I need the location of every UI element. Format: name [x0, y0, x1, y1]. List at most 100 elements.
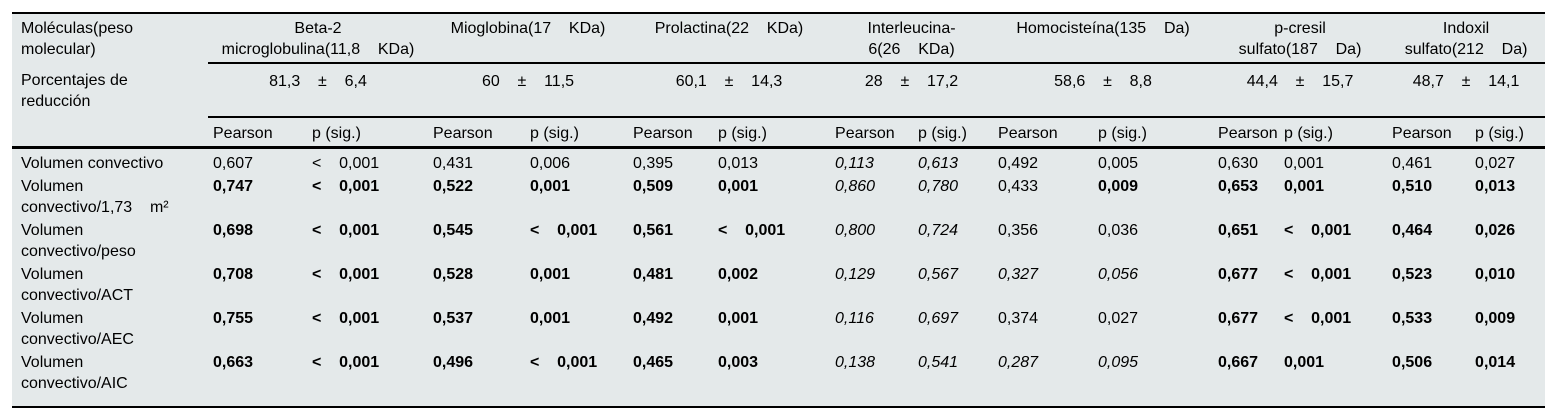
reduction-value-interleucina6: 28 ± 17,2 — [830, 63, 994, 118]
psig-header: p (sig.) — [1093, 117, 1214, 149]
value-cell: 0,010 — [1475, 266, 1516, 283]
correlation-table: Moléculas(peso molecular) Beta-2 microgl… — [12, 12, 1546, 408]
reduction-row: Porcentajes de reducción 81,3 ± 6,4 60 ±… — [12, 63, 1546, 118]
molecule-header-pcresil: p-cresil sulfato(187 Da) — [1213, 14, 1388, 64]
value-cell: 0,724 — [918, 222, 959, 239]
table-row: Volumen convectivo/AEC 0,755 < 0,001 0,537 0… — [12, 306, 1545, 350]
pearson-header: Pearson — [208, 117, 307, 149]
reduction-value-prolactina: 60,1 ± 14,3 — [628, 63, 831, 118]
value-cell: 0,027 — [1475, 155, 1516, 172]
reduction-value-homocisteina: 58,6 ± 8,8 — [993, 63, 1214, 118]
value-cell: 0,003 — [718, 354, 759, 371]
pearson-header: Pearson — [993, 117, 1094, 149]
value-cell: < 0,001 — [718, 222, 786, 239]
value-cell: 0,522 — [433, 178, 474, 195]
molecule-header-row: Moléculas(peso molecular) Beta-2 microgl… — [12, 14, 1546, 64]
value-cell: 0,431 — [433, 155, 474, 172]
value-cell: < 0,001 — [530, 354, 598, 371]
value-cell: 0,129 — [835, 266, 876, 283]
value-cell: 0,506 — [1392, 354, 1433, 371]
table-row: Volumen convectivo/AIC 0,663 < 0,001 0,496 <… — [12, 350, 1545, 406]
pearson-header: Pearson — [1213, 117, 1280, 149]
value-cell: 0,860 — [835, 178, 876, 195]
value-cell: 0,001 — [1284, 354, 1325, 371]
table-body: Volumen convectivo 0,607 < 0,001 0,431 0,006… — [12, 148, 1545, 407]
value-cell: 0,465 — [633, 354, 674, 371]
value-cell: 0,677 — [1218, 266, 1259, 283]
psig-header: p (sig.) — [525, 117, 628, 149]
subheader-spacer — [12, 117, 208, 149]
value-cell: 0,561 — [633, 222, 674, 239]
value-cell: 0,464 — [1392, 222, 1433, 239]
pearson-header: Pearson — [1387, 117, 1471, 149]
value-cell: 0,567 — [918, 266, 959, 283]
molecule-header-indoxil: Indoxil sulfato(212 Da) — [1387, 14, 1546, 64]
value-cell: < 0,001 — [312, 310, 380, 327]
value-cell: 0,001 — [718, 310, 759, 327]
value-cell: 0,653 — [1218, 178, 1259, 195]
value-cell: 0,001 — [530, 178, 571, 195]
value-cell: 0,027 — [1098, 310, 1139, 327]
value-cell: < 0,001 — [312, 178, 380, 195]
value-cell: 0,545 — [433, 222, 474, 239]
value-cell: 0,630 — [1218, 155, 1259, 172]
value-cell: < 0,001 — [312, 354, 380, 371]
value-cell: 0,651 — [1218, 222, 1259, 239]
reduction-value-pcresil: 44,4 ± 15,7 — [1213, 63, 1388, 118]
row-label: Volumen convectivo/AIC — [21, 354, 128, 392]
value-cell: 0,492 — [633, 310, 674, 327]
value-cell: 0,026 — [1475, 222, 1516, 239]
value-cell: 0,496 — [433, 354, 474, 371]
value-cell: 0,663 — [213, 354, 254, 371]
molecule-correlation-table: Moléculas(peso molecular) Beta-2 microgl… — [12, 14, 1546, 407]
molecule-header-homocisteina: Homocisteína(135 Da) — [993, 14, 1214, 64]
reduction-label: Porcentajes de reducción — [21, 72, 128, 110]
value-cell: < 0,001 — [312, 222, 380, 239]
value-cell: 0,613 — [918, 155, 959, 172]
row-label: Volumen convectivo — [21, 155, 164, 172]
value-cell: 0,433 — [998, 178, 1039, 195]
table-row: Volumen convectivo/ACT 0,708 < 0,001 0,528 0… — [12, 262, 1545, 306]
row-label: Volumen convectivo/peso — [21, 222, 136, 260]
value-cell: 0,036 — [1098, 222, 1139, 239]
psig-header: p (sig.) — [307, 117, 428, 149]
value-cell: 0,374 — [998, 310, 1039, 327]
value-cell: 0,001 — [530, 310, 571, 327]
value-cell: < 0,001 — [312, 155, 380, 172]
reduction-value-beta2: 81,3 ± 6,4 — [208, 63, 428, 118]
value-cell: 0,095 — [1098, 354, 1139, 371]
value-cell: 0,001 — [718, 178, 759, 195]
corner-header: Moléculas(peso molecular) — [21, 20, 134, 58]
subheader-row: Pearson p (sig.) Pearson p (sig.) Pearso… — [12, 117, 1546, 149]
value-cell: 0,667 — [1218, 354, 1259, 371]
row-label: Volumen convectivo/AEC — [21, 310, 134, 348]
value-cell: 0,607 — [213, 155, 254, 172]
reduction-value-indoxil: 48,7 ± 14,1 — [1387, 63, 1546, 118]
value-cell: < 0,001 — [1284, 266, 1352, 283]
value-cell: 0,533 — [1392, 310, 1433, 327]
value-cell: < 0,001 — [1284, 310, 1352, 327]
value-cell: 0,708 — [213, 266, 254, 283]
value-cell: 0,009 — [1475, 310, 1516, 327]
pearson-header: Pearson — [628, 117, 713, 149]
value-cell: 0,009 — [1098, 178, 1139, 195]
value-cell: 0,287 — [998, 354, 1039, 371]
value-cell: 0,780 — [918, 178, 959, 195]
value-cell: 0,001 — [1284, 178, 1325, 195]
value-cell: 0,492 — [998, 155, 1039, 172]
value-cell: 0,113 — [835, 155, 874, 172]
value-cell: 0,677 — [1218, 310, 1259, 327]
value-cell: 0,001 — [530, 266, 571, 283]
value-cell: 0,013 — [1475, 178, 1516, 195]
molecule-header-mioglobina: Mioglobina(17 KDa) — [428, 14, 628, 64]
value-cell: 0,356 — [998, 222, 1039, 239]
value-cell: 0,747 — [213, 178, 254, 195]
value-cell: 0,509 — [633, 178, 674, 195]
value-cell: 0,001 — [1284, 155, 1325, 172]
value-cell: 0,528 — [433, 266, 474, 283]
row-label: Volumen convectivo/1,73 m² — [21, 178, 169, 216]
psig-header: p (sig.) — [713, 117, 831, 149]
psig-header: p (sig.) — [913, 117, 994, 149]
value-cell: 0,510 — [1392, 178, 1433, 195]
